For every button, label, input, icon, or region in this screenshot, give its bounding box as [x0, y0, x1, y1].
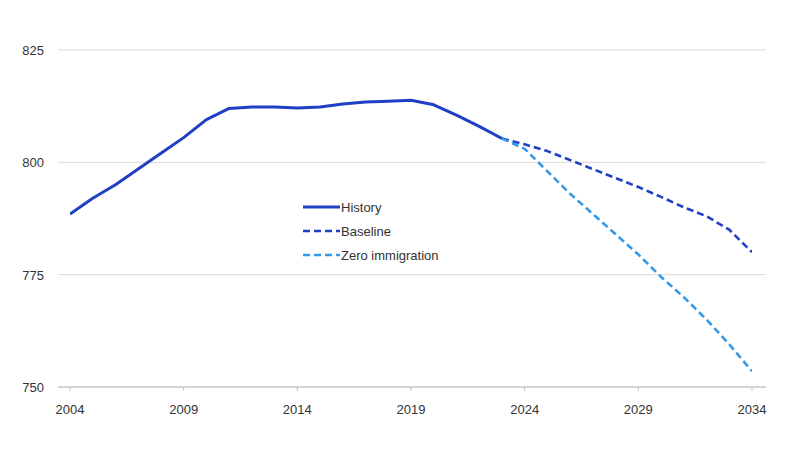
y-tick-label: 800 [22, 155, 44, 170]
x-tick [183, 387, 184, 391]
x-tick [297, 387, 298, 391]
grid [58, 50, 766, 387]
x-tick-label: 2034 [738, 402, 767, 417]
y-tick-label: 750 [22, 380, 44, 395]
grid-line [58, 387, 766, 388]
x-axis-line [58, 387, 766, 388]
x-tick-label: 2009 [169, 402, 198, 417]
x-tick-label: 2019 [397, 402, 426, 417]
x-tick [411, 387, 412, 391]
legend-swatch [303, 254, 340, 257]
legend-swatch [303, 230, 340, 233]
x-tick [524, 387, 525, 391]
x-tick-label: 2024 [510, 402, 539, 417]
series-line [502, 139, 752, 372]
chart: 750 775 800 825 2004 2009 2014 2019 2024 2029 2034… [0, 0, 800, 450]
legend-swatch [303, 206, 340, 209]
y-tick-label: 825 [22, 43, 44, 58]
y-tick-label: 775 [22, 268, 44, 283]
legend-label: Zero immigration [341, 248, 439, 263]
x-tick-label: 2014 [283, 402, 312, 417]
legend-label: Baseline [341, 224, 391, 239]
plot-area [70, 100, 752, 371]
x-tick-label: 2029 [624, 402, 653, 417]
x-tick-label: 2004 [56, 402, 85, 417]
series-line [502, 139, 752, 253]
x-tick [752, 387, 753, 391]
legend: History Baseline Zero immigration [303, 200, 439, 263]
x-tick [70, 387, 71, 391]
series-line [70, 100, 502, 214]
grid-line [58, 50, 766, 51]
legend-label: History [341, 200, 382, 215]
grid-line [58, 162, 766, 163]
x-tick [638, 387, 639, 391]
